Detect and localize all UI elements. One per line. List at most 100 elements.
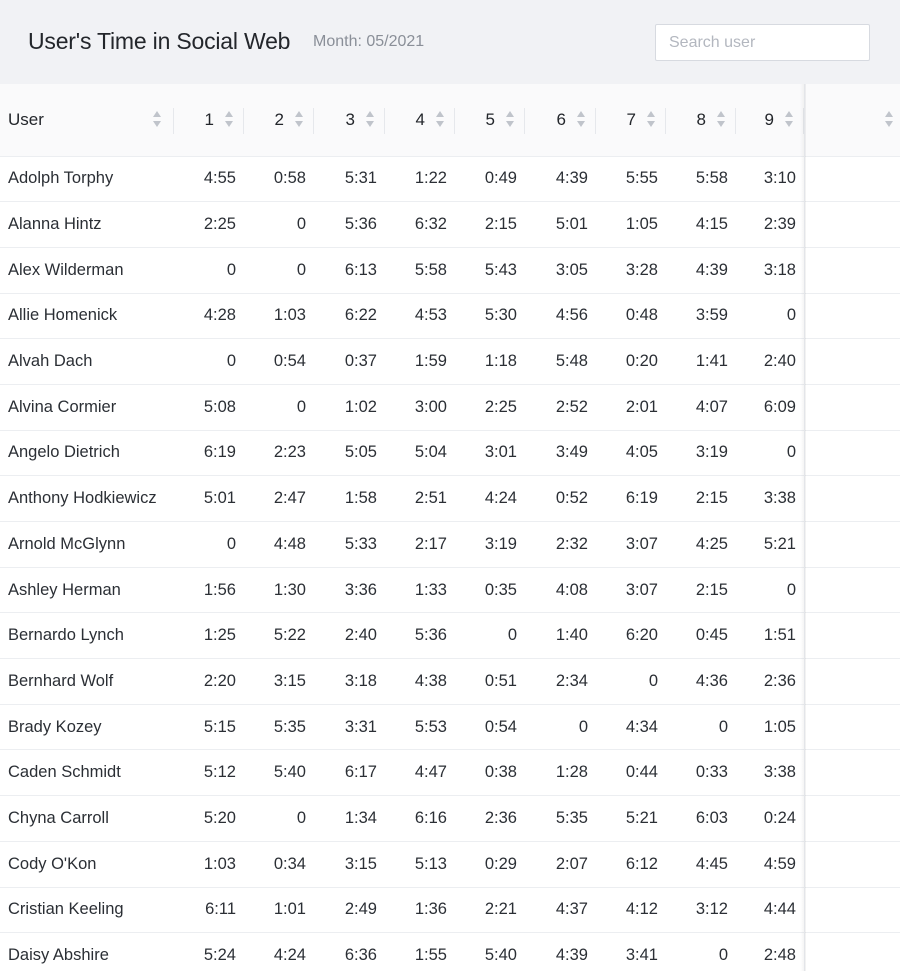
cell-day-1: 4:28	[174, 293, 244, 340]
column-header-day-9[interactable]: 9	[736, 84, 804, 157]
cell-day-5: 0:38	[455, 749, 525, 797]
cell-spacer	[804, 430, 900, 477]
table-row[interactable]: Brady Kozey 5:15 5:35 3:31 5:53 0:54 0 4:34 0 1:0…	[0, 704, 900, 751]
cell-day-8: 4:15	[666, 201, 736, 248]
cell-day-1: 0	[174, 521, 244, 568]
cell-day-5: 2:25	[455, 384, 525, 431]
cell-day-8: 4:36	[666, 658, 736, 705]
cell-user: Alvina Cormier	[0, 384, 174, 431]
column-header-day-4[interactable]: 4	[385, 84, 455, 157]
cell-day-6: 4:37	[525, 887, 596, 934]
cell-user: Brady Kozey	[0, 704, 174, 751]
table-row[interactable]: Allie Homenick 4:28 1:03 6:22 4:53 5:30 4:56 0:…	[0, 293, 900, 340]
cell-day-5: 0:35	[455, 567, 525, 614]
column-header-label: 8	[696, 109, 706, 129]
column-header-day-3[interactable]: 3	[314, 84, 385, 157]
user-time-table: User 123456789Monthlytotal Adolph Torphy…	[0, 84, 900, 971]
cell-spacer	[804, 795, 900, 842]
sort-icon[interactable]	[885, 111, 894, 127]
cell-day-9: 3:18	[736, 247, 804, 294]
column-header-day-5[interactable]: 5	[455, 84, 525, 157]
sort-icon[interactable]	[506, 111, 515, 127]
cell-day-1: 2:20	[174, 658, 244, 705]
cell-day-1: 1:03	[174, 841, 244, 888]
column-header-label: 4	[415, 109, 425, 129]
table-row[interactable]: Ashley Herman 1:56 1:30 3:36 1:33 0:35 4:08 3:0…	[0, 567, 900, 614]
table-row[interactable]: Arnold McGlynn 0 4:48 5:33 2:17 3:19 2:32 3:07 4…	[0, 521, 900, 568]
cell-day-6: 2:07	[525, 841, 596, 888]
table-row[interactable]: Alvina Cormier 5:08 0 1:02 3:00 2:25 2:52 2:01 4…	[0, 384, 900, 431]
cell-day-4: 2:17	[385, 521, 455, 568]
cell-day-5: 0:51	[455, 658, 525, 705]
cell-day-6: 4:39	[525, 156, 596, 203]
table-row[interactable]: Adolph Torphy 4:55 0:58 5:31 1:22 0:49 4:39 5:5…	[0, 156, 900, 203]
table-row[interactable]: Chyna Carroll 5:20 0 1:34 6:16 2:36 5:35 5:21 6:…	[0, 795, 900, 842]
column-header-day-6[interactable]: 6	[525, 84, 596, 157]
sort-icon[interactable]	[436, 111, 445, 127]
column-header-day-7[interactable]: 7	[596, 84, 666, 157]
table-row[interactable]: Anthony Hodkiewicz 5:01 2:47 1:58 2:51 4:24 0:…	[0, 475, 900, 522]
cell-day-9: 3:10	[736, 156, 804, 203]
table-row[interactable]: Angelo Dietrich 6:19 2:23 5:05 5:04 3:01 3:49 4…	[0, 430, 900, 477]
cell-spacer	[804, 887, 900, 934]
table-row[interactable]: Bernardo Lynch 1:25 5:22 2:40 5:36 0 1:40 6:20 0…	[0, 612, 900, 660]
sort-icon[interactable]	[295, 111, 304, 127]
cell-spacer	[804, 475, 900, 522]
table-row[interactable]: Bernhard Wolf 2:20 3:15 3:18 4:38 0:51 2:34 0 4:…	[0, 658, 900, 705]
cell-day-6: 2:52	[525, 384, 596, 431]
cell-day-8: 4:39	[666, 247, 736, 294]
cell-user: Arnold McGlynn	[0, 521, 174, 568]
cell-day-9: 2:39	[736, 201, 804, 248]
sort-icon[interactable]	[717, 111, 726, 127]
cell-day-1: 0	[174, 247, 244, 294]
column-header-day-8[interactable]: 8	[666, 84, 736, 157]
cell-day-4: 6:32	[385, 201, 455, 248]
table-row[interactable]: Alex Wilderman 0 0 6:13 5:58 5:43 3:05 3:28 4:39…	[0, 247, 900, 294]
cell-day-7: 3:28	[596, 247, 666, 294]
table-row[interactable]: Alvah Dach 0 0:54 0:37 1:59 1:18 5:48 0:20 1:41 2…	[0, 338, 900, 385]
cell-day-2: 0	[244, 201, 314, 248]
table-row[interactable]: Daisy Abshire 5:24 4:24 6:36 1:55 5:40 4:39 3:4…	[0, 932, 900, 971]
cell-day-6: 1:40	[525, 612, 596, 660]
cell-day-7: 4:34	[596, 704, 666, 751]
search-user-input[interactable]	[655, 24, 870, 61]
cell-day-9: 1:05	[736, 704, 804, 751]
table-row[interactable]: Cristian Keeling 6:11 1:01 2:49 1:36 2:21 4:37…	[0, 887, 900, 934]
cell-day-8: 0:33	[666, 749, 736, 797]
cell-spacer	[804, 521, 900, 568]
column-header-label: 9	[764, 109, 774, 129]
sort-icon[interactable]	[366, 111, 375, 127]
month-label: Month: 05/2021	[313, 33, 425, 50]
cell-day-4: 1:55	[385, 932, 455, 971]
column-divider	[454, 108, 455, 134]
cell-spacer	[804, 749, 900, 797]
cell-day-9: 3:38	[736, 749, 804, 797]
sort-icon[interactable]	[225, 111, 234, 127]
cell-day-9: 0	[736, 293, 804, 340]
cell-day-3: 5:05	[314, 430, 385, 477]
sort-icon[interactable]	[785, 111, 794, 127]
cell-day-9: 3:38	[736, 475, 804, 522]
table-row[interactable]: Alanna Hintz 2:25 0 5:36 6:32 2:15 5:01 1:05 4:1…	[0, 201, 900, 248]
cell-day-6: 1:28	[525, 749, 596, 797]
column-header-day-1[interactable]: 1	[174, 84, 244, 157]
column-divider	[803, 108, 804, 134]
cell-day-6: 3:05	[525, 247, 596, 294]
column-header-day-2[interactable]: 2	[244, 84, 314, 157]
cell-day-4: 6:16	[385, 795, 455, 842]
column-header-label: User	[8, 109, 44, 129]
sort-icon[interactable]	[153, 111, 162, 127]
cell-day-6: 0:52	[525, 475, 596, 522]
cell-day-7: 0	[596, 658, 666, 705]
sort-icon[interactable]	[647, 111, 656, 127]
cell-day-8: 1:41	[666, 338, 736, 385]
column-header-user[interactable]: User	[0, 84, 174, 157]
cell-day-2: 5:40	[244, 749, 314, 797]
cell-day-2: 0	[244, 247, 314, 294]
sort-icon[interactable]	[577, 111, 586, 127]
cell-day-8: 0:45	[666, 612, 736, 660]
table-row[interactable]: Caden Schmidt 5:12 5:40 6:17 4:47 0:38 1:28 0:4…	[0, 749, 900, 797]
cell-spacer	[804, 658, 900, 705]
table-row[interactable]: Cody O'Kon 1:03 0:34 3:15 5:13 0:29 2:07 6:12 4:…	[0, 841, 900, 888]
cell-day-2: 4:48	[244, 521, 314, 568]
